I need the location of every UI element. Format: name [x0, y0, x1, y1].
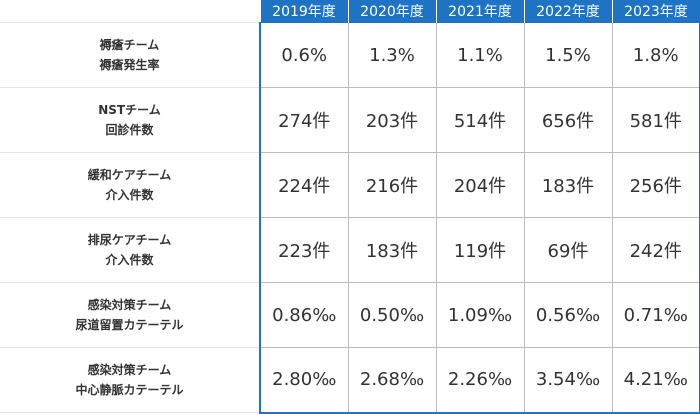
value-cell: 2.68‰	[347, 347, 437, 414]
row-label: 褥瘡チーム 褥瘡発生率	[0, 22, 260, 88]
value-cell: 242件	[611, 217, 700, 283]
row-label-metric: 尿道留置カテーテル	[75, 318, 184, 332]
year-header-2020: 2020年度	[347, 0, 437, 23]
year-header-2019: 2019年度	[259, 0, 349, 23]
value-cell: 204件	[435, 152, 525, 218]
table-row-infection-central-venous-catheter: 感染対策チーム 中心静脈カテーテル 2.80‰ 2.68‰ 2.26‰ 3.54…	[0, 347, 700, 414]
value-cell: 4.21‰	[611, 347, 700, 414]
value-cell: 256件	[611, 152, 700, 218]
row-label-metric: 回診件数	[105, 123, 154, 137]
value-cell: 0.71‰	[611, 282, 700, 348]
row-label-team: 排尿ケアチーム	[87, 233, 172, 247]
row-label-team: 褥瘡チーム	[99, 38, 160, 52]
value-cell: 1.3%	[347, 22, 437, 88]
value-cell: 0.56‰	[523, 282, 613, 348]
value-cell: 1.1%	[435, 22, 525, 88]
year-header-2021: 2021年度	[435, 0, 525, 23]
value-cell: 203件	[347, 87, 437, 153]
year-header-2023: 2023年度	[611, 0, 700, 23]
row-label-metric: 褥瘡発生率	[99, 58, 160, 72]
value-cell: 224件	[259, 152, 349, 218]
row-label-team: 緩和ケアチーム	[87, 168, 172, 182]
value-cell: 0.50‰	[347, 282, 437, 348]
row-label: 緩和ケアチーム 介入件数	[0, 152, 260, 218]
value-cell: 1.5%	[523, 22, 613, 88]
table-row-palliative-care: 緩和ケアチーム 介入件数 224件 216件 204件 183件 256件	[0, 152, 700, 218]
row-label-metric: 中心静脈カテーテル	[75, 383, 184, 397]
value-cell: 0.6%	[259, 22, 349, 88]
row-label-team: 感染対策チーム	[87, 298, 172, 312]
row-label-team: NSTチーム	[98, 103, 161, 117]
row-label-metric: 介入件数	[105, 253, 154, 267]
row-label-metric: 介入件数	[105, 188, 154, 202]
value-cell: 1.09‰	[435, 282, 525, 348]
value-cell: 3.54‰	[523, 347, 613, 414]
value-cell: 69件	[523, 217, 613, 283]
table-row-urinary-care: 排尿ケアチーム 介入件数 223件 183件 119件 69件 242件	[0, 217, 700, 283]
value-cell: 119件	[435, 217, 525, 283]
value-cell: 656件	[523, 87, 613, 153]
row-label: 感染対策チーム 尿道留置カテーテル	[0, 282, 260, 348]
header-corner	[0, 0, 260, 23]
value-cell: 1.8%	[611, 22, 700, 88]
value-cell: 514件	[435, 87, 525, 153]
header-row: 2019年度 2020年度 2021年度 2022年度 2023年度	[0, 0, 700, 23]
value-cell: 0.86‰	[259, 282, 349, 348]
row-label-team: 感染対策チーム	[87, 363, 172, 377]
value-cell: 223件	[259, 217, 349, 283]
row-label: 排尿ケアチーム 介入件数	[0, 217, 260, 283]
value-cell: 274件	[259, 87, 349, 153]
row-label: NSTチーム 回診件数	[0, 87, 260, 153]
value-cell: 581件	[611, 87, 700, 153]
value-cell: 183件	[523, 152, 613, 218]
table-row-nst: NSTチーム 回診件数 274件 203件 514件 656件 581件	[0, 87, 700, 153]
value-cell: 183件	[347, 217, 437, 283]
value-cell: 2.26‰	[435, 347, 525, 414]
year-header-2022: 2022年度	[523, 0, 613, 23]
value-cell: 216件	[347, 152, 437, 218]
table-row-infection-urinary-catheter: 感染対策チーム 尿道留置カテーテル 0.86‰ 0.50‰ 1.09‰ 0.56…	[0, 282, 700, 348]
value-cell: 2.80‰	[259, 347, 349, 414]
table-row-pressure-ulcer: 褥瘡チーム 褥瘡発生率 0.6% 1.3% 1.1% 1.5% 1.8%	[0, 22, 700, 88]
row-label: 感染対策チーム 中心静脈カテーテル	[0, 347, 260, 413]
